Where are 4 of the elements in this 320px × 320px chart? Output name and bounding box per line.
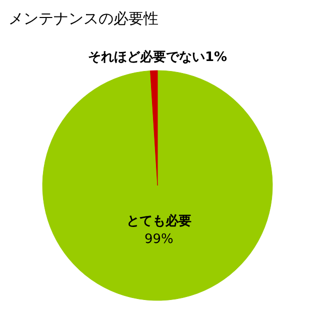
slice-label: それほど必要でない1%: [88, 49, 228, 65]
chart-title: メンテナンスの必要性: [8, 10, 158, 28]
slice-label: とても必要: [126, 212, 192, 229]
data-label: 99%: [144, 232, 174, 247]
